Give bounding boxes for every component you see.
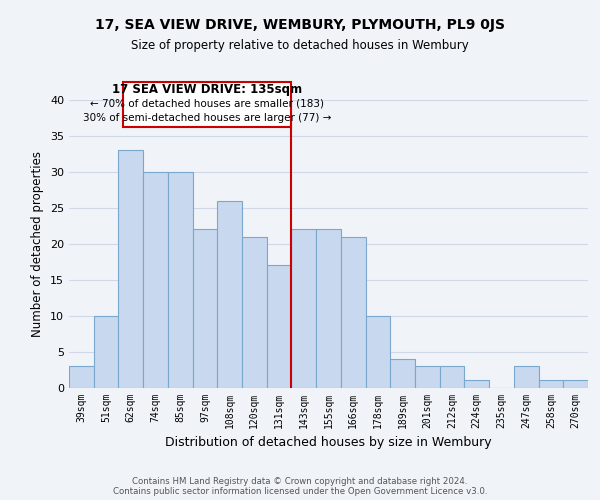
Bar: [514, 366, 539, 388]
Bar: [193, 230, 217, 388]
FancyBboxPatch shape: [124, 82, 292, 128]
Bar: [292, 230, 316, 388]
Bar: [168, 172, 193, 388]
Text: 17 SEA VIEW DRIVE: 135sqm: 17 SEA VIEW DRIVE: 135sqm: [112, 82, 302, 96]
Bar: [242, 236, 267, 388]
Text: Size of property relative to detached houses in Wembury: Size of property relative to detached ho…: [131, 39, 469, 52]
Bar: [316, 230, 341, 388]
Bar: [69, 366, 94, 388]
Text: Contains public sector information licensed under the Open Government Licence v3: Contains public sector information licen…: [113, 487, 487, 496]
Bar: [415, 366, 440, 388]
X-axis label: Distribution of detached houses by size in Wembury: Distribution of detached houses by size …: [165, 436, 492, 449]
Bar: [539, 380, 563, 388]
Bar: [143, 172, 168, 388]
Text: 17, SEA VIEW DRIVE, WEMBURY, PLYMOUTH, PL9 0JS: 17, SEA VIEW DRIVE, WEMBURY, PLYMOUTH, P…: [95, 18, 505, 32]
Text: Contains HM Land Registry data © Crown copyright and database right 2024.: Contains HM Land Registry data © Crown c…: [132, 477, 468, 486]
Bar: [94, 316, 118, 388]
Bar: [563, 380, 588, 388]
Bar: [464, 380, 489, 388]
Text: ← 70% of detached houses are smaller (183): ← 70% of detached houses are smaller (18…: [91, 98, 325, 108]
Text: 30% of semi-detached houses are larger (77) →: 30% of semi-detached houses are larger (…: [83, 113, 332, 123]
Bar: [118, 150, 143, 388]
Y-axis label: Number of detached properties: Number of detached properties: [31, 151, 44, 337]
Bar: [390, 359, 415, 388]
Bar: [365, 316, 390, 388]
Bar: [217, 200, 242, 388]
Bar: [341, 236, 365, 388]
Bar: [440, 366, 464, 388]
Bar: [267, 266, 292, 388]
